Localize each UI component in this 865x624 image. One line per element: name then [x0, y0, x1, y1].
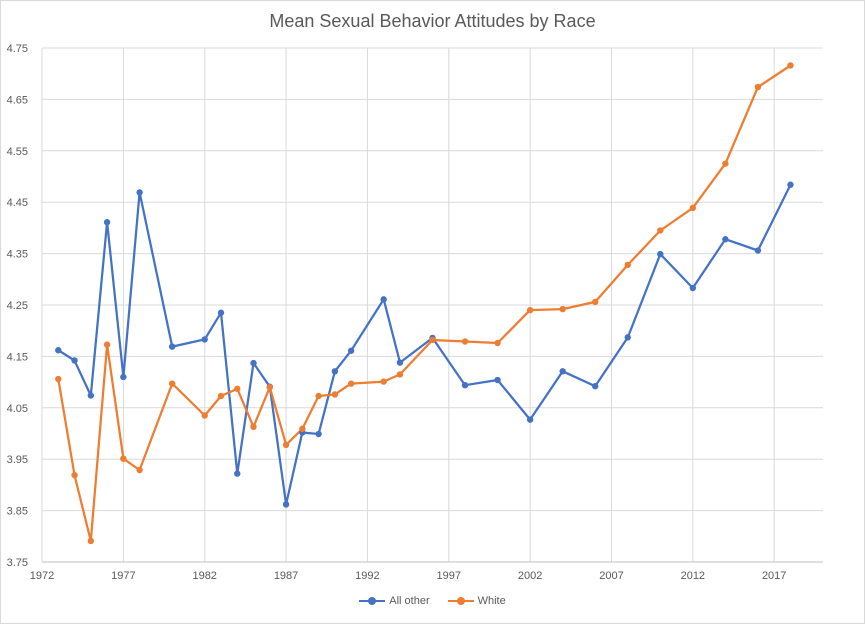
data-point [380, 378, 387, 385]
data-point [722, 236, 729, 243]
y-tick-label: 4.55 [7, 146, 28, 158]
data-point [461, 338, 469, 345]
data-point [689, 204, 697, 212]
data-point [234, 470, 241, 477]
x-tick-label: 1992 [355, 570, 379, 582]
data-point [71, 471, 78, 479]
y-tick-label: 4.35 [7, 249, 28, 261]
data-point [120, 455, 127, 462]
legend-swatch-white [447, 597, 474, 605]
data-point [87, 537, 95, 545]
legend-swatch-all-other [359, 597, 386, 605]
y-tick-label: 3.75 [7, 557, 28, 569]
data-point [559, 305, 566, 313]
data-point [282, 501, 290, 508]
y-tick-label: 4.25 [7, 300, 28, 312]
data-point [103, 341, 111, 348]
y-tick-label: 3.95 [7, 454, 28, 466]
legend: All other White [0, 595, 865, 607]
data-point [624, 261, 631, 269]
data-point [282, 441, 290, 449]
x-tick-label: 2002 [518, 570, 542, 582]
data-point [380, 296, 387, 303]
data-point [315, 430, 322, 438]
data-point [136, 466, 143, 474]
data-point [657, 250, 664, 258]
data-point [103, 219, 111, 226]
x-tick-label: 2012 [681, 570, 705, 582]
y-tick-label: 3.85 [7, 506, 28, 518]
data-point [526, 306, 534, 314]
y-tick-label: 4.65 [7, 94, 28, 106]
data-point [592, 298, 599, 306]
data-point [461, 381, 469, 389]
data-point [347, 347, 355, 354]
data-point [331, 368, 339, 375]
x-tick-label: 2017 [762, 570, 786, 582]
data-point [250, 423, 257, 431]
series-line-1 [57, 64, 792, 543]
legend-item-white: White [447, 595, 506, 607]
data-point [250, 359, 257, 367]
data-point [722, 160, 729, 167]
data-point [71, 357, 78, 364]
data-point [347, 380, 355, 387]
data-point [787, 181, 794, 188]
data-point [266, 384, 273, 391]
y-tick-label: 4.15 [7, 351, 28, 363]
data-point [201, 412, 208, 419]
data-point [494, 376, 501, 384]
data-point [331, 391, 339, 398]
data-point [168, 380, 176, 387]
y-tick-label: 4.45 [7, 197, 28, 209]
data-point [396, 371, 404, 378]
data-point [87, 392, 95, 399]
data-point [136, 189, 143, 196]
data-point [429, 336, 436, 344]
data-point [624, 334, 631, 341]
x-tick-label: 1982 [192, 570, 216, 582]
chart-title: Mean Sexual Behavior Attitudes by Race [269, 11, 596, 31]
data-point [168, 343, 176, 350]
gridlines [41, 47, 823, 563]
x-tick-label: 2007 [599, 570, 623, 582]
data-point [55, 347, 62, 354]
data-point [657, 227, 664, 234]
axis-labels: 3.75 3.85 3.95 4.05 4.15 4.25 4.35 4.45 4.55 4.65… [7, 43, 787, 582]
y-tick-label: 4.75 [7, 43, 28, 55]
data-point [234, 385, 241, 392]
data-point [526, 416, 534, 423]
x-tick-label: 1997 [437, 570, 461, 582]
data-point [494, 339, 501, 347]
data-point [201, 336, 208, 343]
data-point [754, 247, 762, 254]
series-lines [57, 64, 792, 543]
data-point [217, 309, 225, 316]
data-point [592, 383, 599, 390]
data-point [559, 368, 566, 375]
data-point [55, 375, 62, 383]
legend-label-white: White [477, 595, 506, 607]
legend-item-all-other: All other [359, 595, 430, 607]
data-point [689, 284, 697, 292]
data-point [315, 392, 322, 400]
x-tick-label: 1977 [111, 570, 135, 582]
x-tick-label: 1987 [274, 570, 298, 582]
series-line-0 [57, 184, 792, 506]
data-point [754, 83, 762, 91]
data-point [217, 392, 225, 400]
data-point [299, 425, 306, 433]
x-tick-label: 1972 [30, 570, 54, 582]
data-point [396, 359, 404, 366]
data-point [787, 62, 794, 69]
legend-label-all-other: All other [389, 595, 430, 607]
series-points [55, 62, 794, 545]
y-tick-label: 4.05 [7, 403, 28, 415]
data-point [120, 373, 127, 381]
